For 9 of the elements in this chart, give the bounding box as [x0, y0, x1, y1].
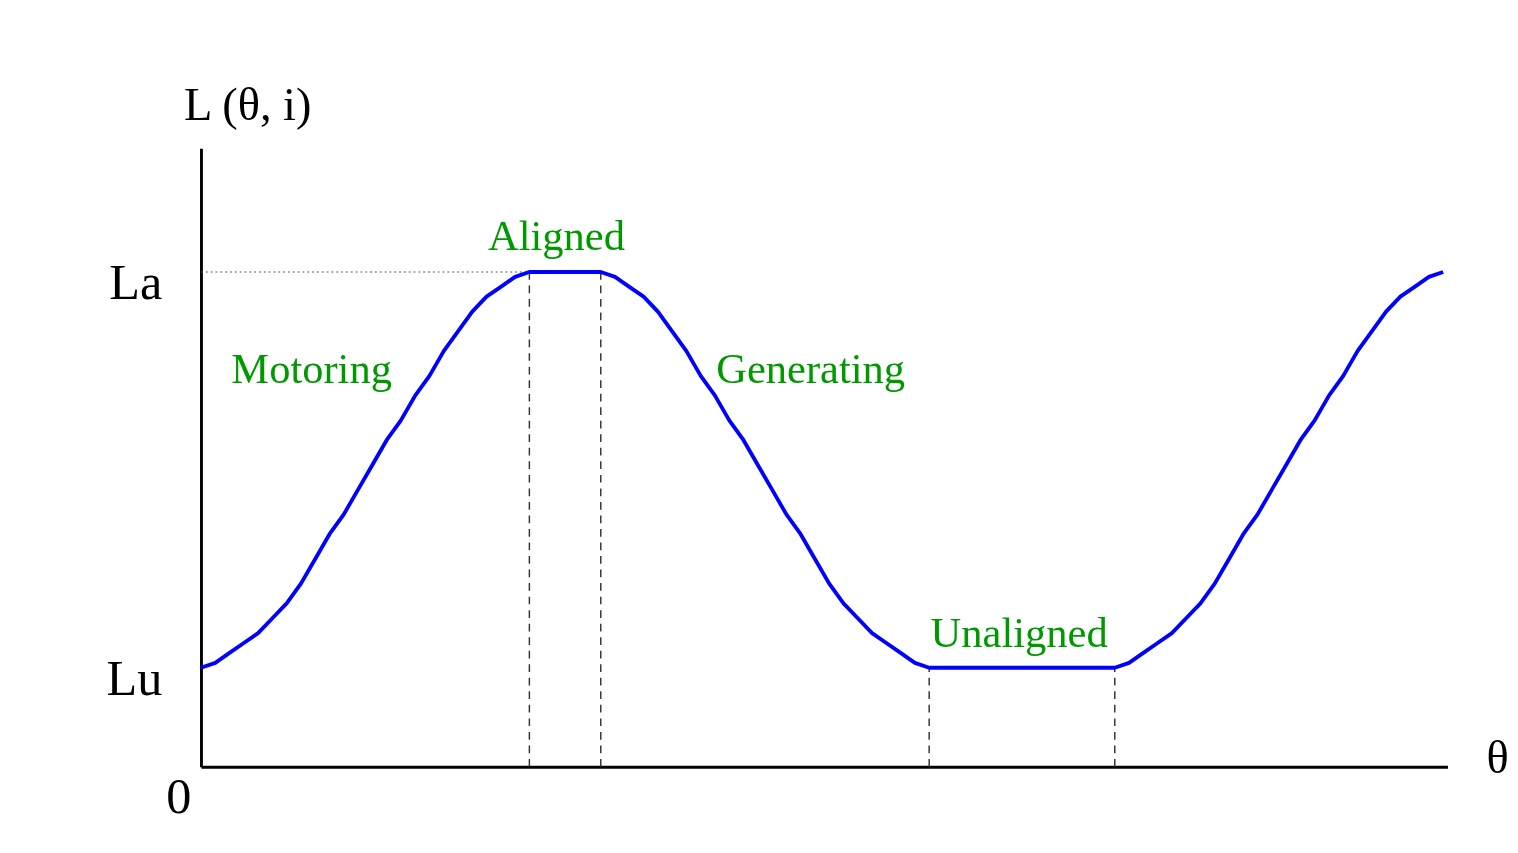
annotation: Generating — [716, 345, 906, 393]
annotation: Motoring — [231, 345, 392, 393]
text: Aligned — [488, 211, 625, 259]
y-axis-title: L (θ, i) — [184, 78, 312, 130]
x-axis-title: θ — [1486, 731, 1509, 783]
ref-line-label: La — [109, 254, 163, 311]
text: 0 — [166, 768, 192, 825]
annotation: Unaligned — [930, 609, 1108, 657]
text: Lu — [106, 649, 163, 706]
